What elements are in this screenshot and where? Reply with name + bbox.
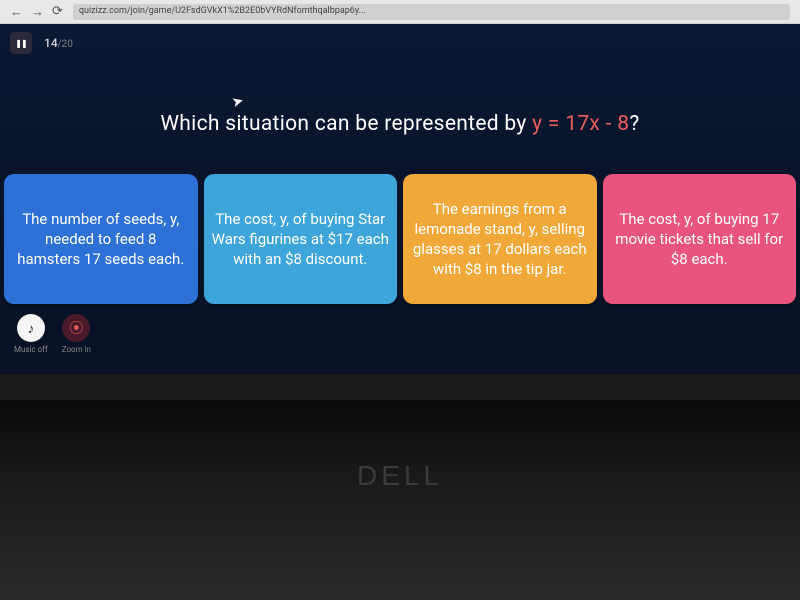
back-icon[interactable]: ← [10, 4, 23, 20]
browser-toolbar: ← → ⟳ quizizz.com/join/game/U2FsdGVkX1%2… [0, 0, 800, 24]
zoom-icon: ⦿ [62, 314, 90, 342]
answers-row: The number of seeds, y, needed to feed 8… [0, 174, 800, 304]
answer-option-3[interactable]: The earnings from a lemonade stand, y, s… [403, 174, 597, 304]
current-question-number: 14 [44, 36, 58, 50]
music-toggle[interactable]: ♪ Music off [14, 314, 48, 354]
cursor-icon: ➤ [230, 93, 245, 111]
url-bar[interactable]: quizizz.com/join/game/U2FsdGVkX1%2B2E0bV… [73, 4, 790, 20]
laptop-brand-logo: DELL [357, 460, 443, 492]
zoom-label: Zoom in [62, 345, 91, 354]
bottom-controls: ♪ Music off ⦿ Zoom in [0, 304, 800, 364]
total-questions: /20 [58, 39, 73, 50]
browser-nav-controls: ← → ⟳ [10, 4, 63, 20]
question-prefix: Which situation can be represented by [160, 112, 532, 136]
answer-option-4[interactable]: The cost, y, of buying 17 movie tickets … [603, 174, 797, 304]
quiz-container: 14/20 ➤ Which situation can be represent… [0, 24, 800, 374]
answer-option-2[interactable]: The cost, y, of buying Star Wars figurin… [204, 174, 398, 304]
quiz-top-bar: 14/20 [0, 24, 800, 62]
laptop-bezel: DELL [0, 400, 800, 600]
music-note-icon: ♪ [17, 314, 45, 342]
question-equation: y = 17x - 8 [532, 112, 629, 136]
music-label: Music off [14, 345, 48, 354]
reload-icon[interactable]: ⟳ [52, 4, 63, 20]
zoom-toggle[interactable]: ⦿ Zoom in [62, 314, 91, 354]
answer-option-1[interactable]: The number of seeds, y, needed to feed 8… [4, 174, 198, 304]
forward-icon[interactable]: → [31, 4, 44, 20]
pause-button[interactable] [10, 32, 32, 54]
question-suffix: ? [629, 112, 639, 136]
question-progress: 14/20 [44, 36, 73, 50]
question-text: Which situation can be represented by y … [0, 112, 800, 136]
